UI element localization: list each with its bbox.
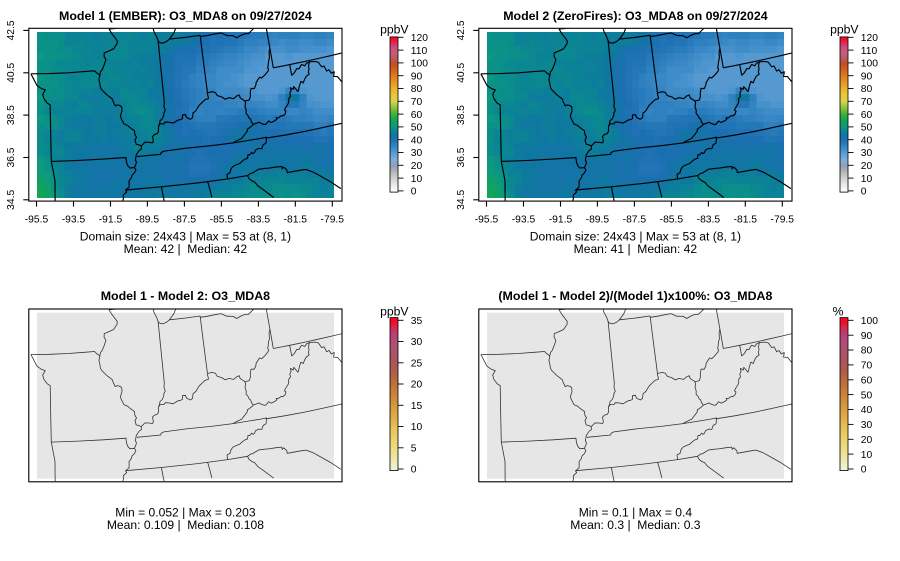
svg-text:120: 120 [411, 33, 428, 44]
svg-text:30: 30 [861, 420, 873, 431]
svg-text:110: 110 [411, 46, 428, 57]
svg-text:-95.5: -95.5 [475, 214, 499, 225]
svg-text:38.5: 38.5 [456, 105, 467, 125]
svg-text:20: 20 [861, 435, 873, 446]
svg-text:-87.5: -87.5 [173, 214, 197, 225]
svg-text:90: 90 [861, 71, 873, 82]
svg-text:34.5: 34.5 [6, 190, 17, 210]
svg-text:ppbV: ppbV [380, 305, 409, 319]
svg-text:10: 10 [411, 174, 423, 185]
svg-text:40: 40 [861, 405, 873, 416]
svg-text:42.5: 42.5 [456, 20, 467, 40]
svg-text:-81.5: -81.5 [284, 214, 308, 225]
svg-text:90: 90 [411, 71, 423, 82]
svg-text:60: 60 [861, 110, 873, 121]
svg-text:%: % [833, 305, 844, 319]
svg-text:120: 120 [861, 33, 878, 44]
svg-text:(Model 1 - Model 2)/(Model 1)x: (Model 1 - Model 2)/(Model 1)x100%: O3_M… [498, 289, 772, 303]
svg-text:36.5: 36.5 [6, 147, 17, 167]
svg-text:40: 40 [411, 135, 423, 146]
svg-text:40: 40 [861, 135, 873, 146]
svg-text:100: 100 [411, 59, 428, 70]
svg-text:-89.5: -89.5 [136, 214, 160, 225]
svg-text:-89.5: -89.5 [586, 214, 610, 225]
svg-text:36.5: 36.5 [456, 147, 467, 167]
svg-text:100: 100 [861, 316, 878, 327]
svg-text:Model 2 (ZeroFires): O3_MDA8 o: Model 2 (ZeroFires): O3_MDA8 on 09/27/20… [503, 9, 768, 23]
svg-text:0: 0 [861, 465, 867, 476]
svg-text:60: 60 [861, 376, 873, 387]
svg-text:20: 20 [411, 161, 423, 172]
svg-text:-81.5: -81.5 [734, 214, 758, 225]
svg-text:Mean: 41 | Median: 42: Mean: 41 | Median: 42 [574, 242, 698, 256]
svg-text:40.5: 40.5 [6, 63, 17, 83]
svg-text:50: 50 [861, 390, 873, 401]
svg-text:70: 70 [411, 97, 423, 108]
svg-text:30: 30 [861, 148, 873, 159]
svg-text:-91.5: -91.5 [99, 214, 123, 225]
svg-text:30: 30 [411, 337, 423, 348]
svg-text:-87.5: -87.5 [623, 214, 647, 225]
svg-text:0: 0 [411, 465, 417, 476]
svg-text:0: 0 [861, 187, 867, 198]
svg-text:0: 0 [411, 187, 417, 198]
svg-text:100: 100 [861, 59, 878, 70]
svg-text:Mean: 0.109 | Median: 0.108: Mean: 0.109 | Median: 0.108 [107, 518, 264, 532]
svg-text:50: 50 [861, 123, 873, 134]
svg-text:90: 90 [861, 331, 873, 342]
svg-text:Domain size: 24x43 | Max = 53: Domain size: 24x43 | Max = 53 at (8, 1) [530, 230, 741, 244]
svg-text:ppbV: ppbV [830, 23, 859, 37]
svg-text:80: 80 [861, 346, 873, 357]
svg-text:-85.5: -85.5 [660, 214, 684, 225]
svg-text:10: 10 [861, 450, 873, 461]
svg-text:-83.5: -83.5 [697, 214, 721, 225]
svg-text:-79.5: -79.5 [321, 214, 345, 225]
svg-text:80: 80 [411, 84, 423, 95]
svg-text:20: 20 [411, 380, 423, 391]
svg-text:-93.5: -93.5 [512, 214, 536, 225]
svg-text:34.5: 34.5 [456, 190, 467, 210]
svg-text:10: 10 [411, 422, 423, 433]
svg-text:Model 1 - Model 2: O3_MDA8: Model 1 - Model 2: O3_MDA8 [101, 289, 270, 303]
svg-text:20: 20 [861, 161, 873, 172]
svg-text:42.5: 42.5 [6, 20, 17, 40]
svg-text:25: 25 [411, 359, 423, 370]
svg-text:10: 10 [861, 174, 873, 185]
svg-text:30: 30 [411, 148, 423, 159]
svg-text:60: 60 [411, 110, 423, 121]
svg-text:Model 1 (EMBER): O3_MDA8 on 09: Model 1 (EMBER): O3_MDA8 on 09/27/2024 [59, 9, 312, 23]
svg-text:Mean: 42 | Median: 42: Mean: 42 | Median: 42 [124, 242, 248, 256]
svg-text:38.5: 38.5 [6, 105, 17, 125]
svg-text:35: 35 [411, 316, 423, 327]
svg-text:-91.5: -91.5 [549, 214, 573, 225]
svg-text:50: 50 [411, 123, 423, 134]
svg-text:ppbV: ppbV [380, 23, 409, 37]
svg-text:70: 70 [861, 361, 873, 372]
svg-text:110: 110 [861, 46, 878, 57]
svg-text:40.5: 40.5 [456, 63, 467, 83]
svg-text:70: 70 [861, 97, 873, 108]
svg-text:80: 80 [861, 84, 873, 95]
svg-text:-83.5: -83.5 [247, 214, 271, 225]
svg-text:5: 5 [411, 444, 417, 455]
svg-text:-85.5: -85.5 [210, 214, 234, 225]
svg-text:Mean: 0.3 | Median: 0.3: Mean: 0.3 | Median: 0.3 [570, 518, 700, 532]
svg-text:Min = 0.052 | Max = 0.203: Min = 0.052 | Max = 0.203 [115, 505, 256, 519]
svg-text:-79.5: -79.5 [771, 214, 795, 225]
svg-text:15: 15 [411, 401, 423, 412]
svg-text:-95.5: -95.5 [25, 214, 49, 225]
svg-text:-93.5: -93.5 [62, 214, 86, 225]
svg-text:Min = 0.1 | Max = 0.4: Min = 0.1 | Max = 0.4 [579, 505, 693, 519]
svg-text:Domain size: 24x43 | Max = 53: Domain size: 24x43 | Max = 53 at (8, 1) [80, 230, 291, 244]
